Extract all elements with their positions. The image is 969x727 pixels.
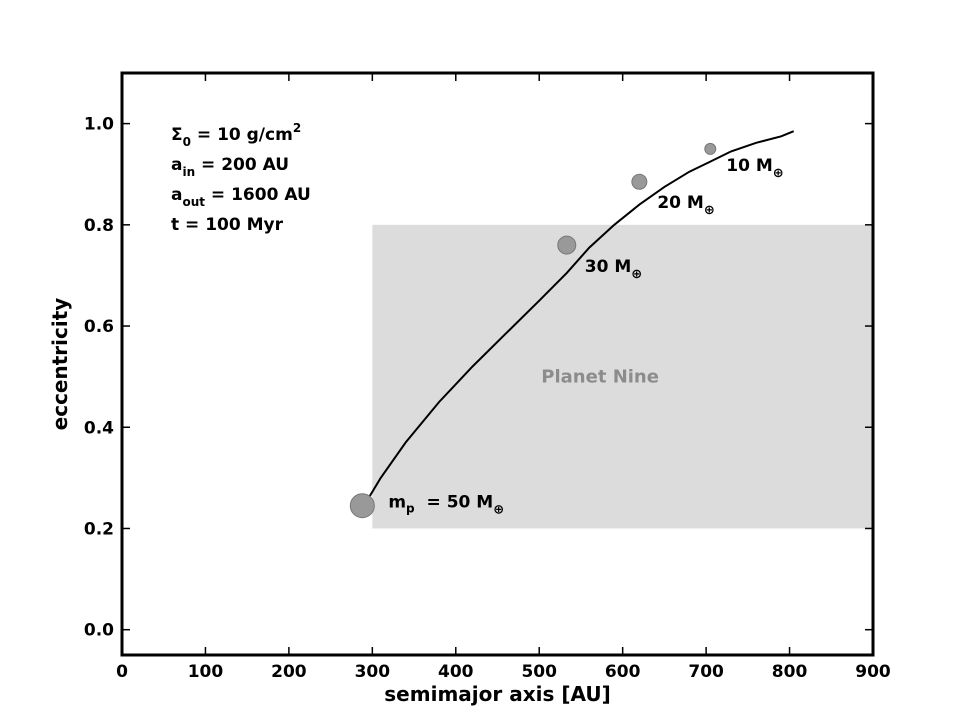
- param-line: Σ0 = 10 g/cm2: [171, 121, 301, 149]
- point-label: 20 M⊕: [657, 193, 714, 218]
- x-tick-label: 0: [116, 662, 128, 682]
- y-tick-label: 0.6: [84, 317, 114, 337]
- planet-point: [557, 235, 577, 255]
- point-label: mp = 50 M⊕: [388, 493, 504, 518]
- parameter-box: Σ0 = 10 g/cm2 ain = 200 AU aout = 1600 AU t…: [171, 121, 311, 235]
- planet-point: [631, 173, 648, 190]
- region-label: Planet Nine: [541, 367, 659, 388]
- x-tick-label: 800: [772, 662, 808, 682]
- y-tick-label: 0.4: [84, 418, 114, 438]
- point-annotations: mp = 50 M⊕ 30 M⊕ 20 M⊕ 10 M⊕: [388, 156, 783, 518]
- planet-point: [704, 142, 717, 155]
- point-label: 30 M⊕: [585, 257, 642, 282]
- y-axis-label: eccentricity: [48, 298, 72, 431]
- y-tick-label: 0.8: [84, 216, 114, 236]
- eccentricity-curve: [363, 130, 795, 507]
- y-tick-label: 0.0: [84, 621, 114, 641]
- x-tick-label: 300: [355, 662, 391, 682]
- y-tick-label: 1.0: [84, 115, 114, 135]
- planet-nine-region: [372, 224, 873, 529]
- planet-points: [349, 142, 717, 519]
- x-tick-label: 500: [521, 662, 557, 682]
- x-tick-label: 200: [271, 662, 307, 682]
- plot-frame: [120, 71, 875, 657]
- x-tick-label: 100: [188, 662, 224, 682]
- param-line: aout = 1600 AU: [171, 185, 311, 209]
- y-tick-label: 0.2: [84, 519, 114, 539]
- x-tick-label: 900: [855, 662, 891, 682]
- x-tick-label: 400: [438, 662, 474, 682]
- axis-ticks: 0 100 200 300 400 500 600 700 800 900 0.0 0.2 0.4 0.6…: [84, 73, 891, 682]
- planet-point: [349, 493, 375, 519]
- param-line: ain = 200 AU: [171, 155, 289, 179]
- x-axis-label: semimajor axis [AU]: [384, 682, 610, 706]
- param-line: t = 100 Myr: [171, 215, 284, 235]
- x-tick-label: 600: [605, 662, 641, 682]
- x-tick-label: 700: [688, 662, 724, 682]
- point-label: 10 M⊕: [726, 156, 783, 181]
